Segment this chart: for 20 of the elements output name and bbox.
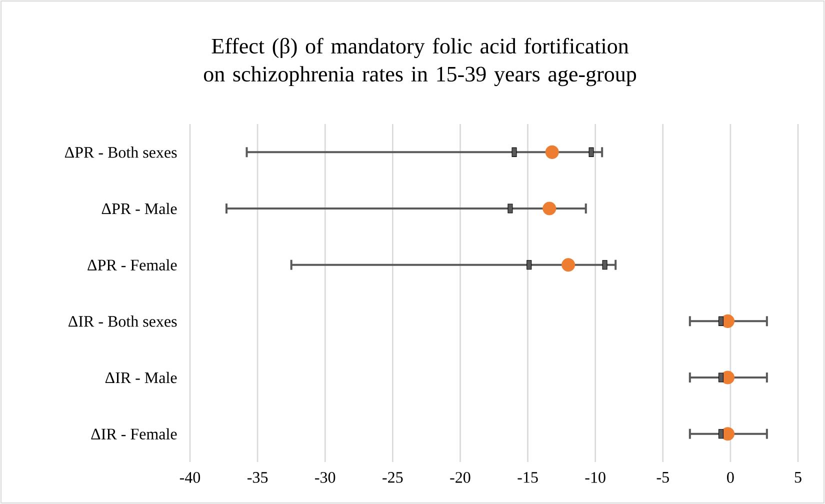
x-tick-label: -30 <box>315 472 336 483</box>
y-tick-label: ΔPR - Both sexes <box>64 146 177 158</box>
y-tick-label: ΔPR - Male <box>102 202 177 214</box>
y-tick-label: ΔIR - Both sexes <box>68 316 177 327</box>
point <box>542 202 556 216</box>
y-tick-label: ΔIR - Male <box>105 372 177 384</box>
x-tick-label: 0 <box>727 472 734 483</box>
point <box>562 258 576 272</box>
x-tick-label: -15 <box>518 472 538 483</box>
x-tick-label: -20 <box>450 472 470 483</box>
x-tick-label: -10 <box>585 472 606 483</box>
x-tick-label: -35 <box>247 472 268 483</box>
chart-title: Effect (β) of mandatory folic acid fortification on schizophrenia rates in 15-39 years age-group <box>204 38 636 86</box>
y-tick-label: ΔPR - Female <box>88 259 177 270</box>
point <box>545 145 559 159</box>
x-tick-label: -25 <box>382 472 403 483</box>
x-tick-label: -5 <box>656 472 669 483</box>
x-tick-label: 5 <box>794 472 802 483</box>
x-tick-label: -40 <box>180 472 200 483</box>
y-tick-label: ΔIR - Female <box>91 428 177 440</box>
